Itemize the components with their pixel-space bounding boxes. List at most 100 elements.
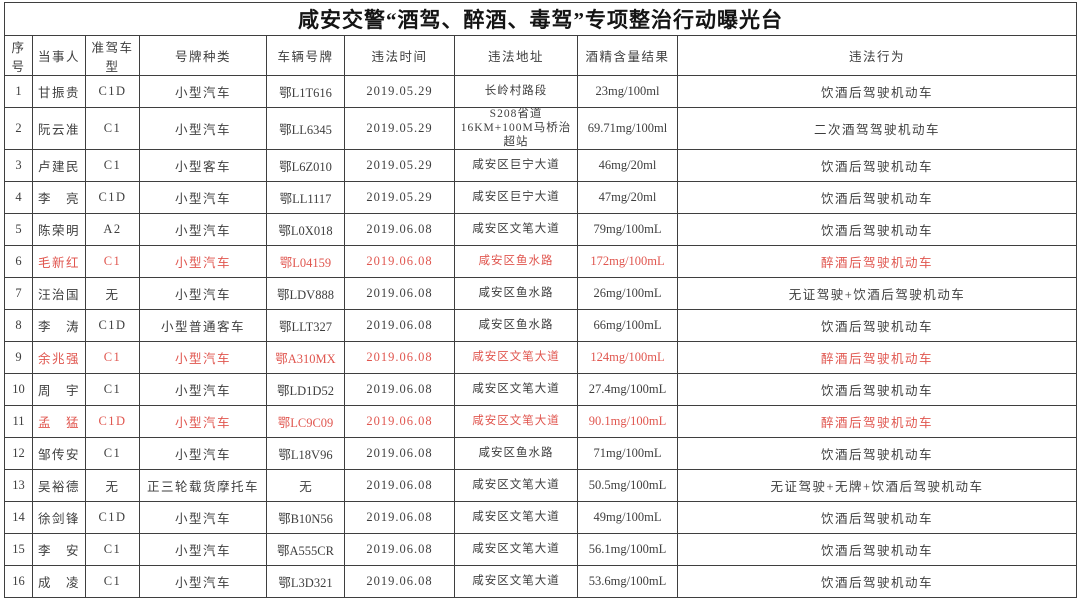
cell-license_class: C1 — [85, 341, 140, 375]
column-header-behavior: 违法行为 — [676, 35, 1078, 76]
cell-behavior: 无证驾驶+饮酒后驾驶机动车 — [676, 277, 1078, 311]
cell-address: 咸安区文笔大道 — [454, 341, 578, 375]
cell-address: 咸安区鱼水路 — [454, 309, 578, 343]
cell-license_class: A2 — [85, 213, 140, 247]
cell-date: 2019.06.08 — [344, 533, 455, 567]
cell-plate: 鄂A310MX — [266, 341, 345, 375]
cell-alcohol: 23mg/100ml — [577, 75, 678, 108]
cell-address: 咸安区文笔大道 — [454, 501, 578, 535]
cell-address: 咸安区文笔大道 — [454, 533, 578, 567]
cell-no: 2 — [4, 106, 33, 151]
cell-no: 10 — [4, 373, 33, 407]
cell-plate_type: 小型汽车 — [139, 245, 267, 279]
cell-alcohol: 66mg/100mL — [577, 309, 678, 343]
cell-no: 7 — [4, 277, 33, 311]
cell-date: 2019.06.08 — [344, 469, 455, 503]
column-header-date: 违法时间 — [344, 35, 455, 76]
cell-plate_type: 小型普通客车 — [139, 309, 267, 343]
cell-name: 甘振贵 — [32, 75, 86, 108]
cell-license_class: C1D — [85, 309, 140, 343]
cell-date: 2019.06.08 — [344, 277, 455, 311]
table-row: 7 汪治国无小型汽车 鄂LDV888 2019.06.08 咸安区鱼水路 26mg/100… — [4, 277, 1078, 311]
cell-address: 咸安区鱼水路 — [454, 437, 578, 471]
cell-address: 咸安区鱼水路 — [454, 277, 578, 311]
column-header-no: 序号 — [4, 35, 33, 76]
cell-address: 咸安区巨宁大道 — [454, 149, 578, 183]
cell-behavior: 饮酒后驾驶机动车 — [676, 437, 1078, 471]
cell-behavior: 饮酒后驾驶机动车 — [676, 565, 1078, 599]
cell-license_class: C1 — [85, 565, 140, 599]
cell-alcohol: 46mg/20ml — [577, 149, 678, 183]
cell-behavior: 饮酒后驾驶机动车 — [676, 309, 1078, 343]
cell-name: 孟 猛 — [32, 405, 86, 439]
column-header-address: 违法地址 — [454, 35, 578, 76]
cell-plate: 鄂LC9C09 — [266, 405, 345, 439]
table-row: 15 李 安 C1 小型汽车 鄂A555CR 2019.06.08 咸安区文笔大道 56.1m… — [4, 533, 1078, 567]
cell-license_class: C1D — [85, 501, 140, 535]
cell-plate: 鄂L3D321 — [266, 565, 345, 599]
cell-plate: 鄂L6Z010 — [266, 149, 345, 183]
table-row: 1 甘振贵 C1D 小型汽车 鄂L1T616 2019.05.29 长岭村路段 23mg/10… — [4, 75, 1078, 108]
cell-alcohol: 26mg/100mL — [577, 277, 678, 311]
cell-alcohol: 50.5mg/100mL — [577, 469, 678, 503]
cell-date: 2019.05.29 — [344, 149, 455, 183]
cell-date: 2019.06.08 — [344, 309, 455, 343]
cell-behavior: 饮酒后驾驶机动车 — [676, 213, 1078, 247]
cell-date: 2019.05.29 — [344, 75, 455, 108]
cell-no: 11 — [4, 405, 33, 439]
cell-name: 毛新红 — [32, 245, 86, 279]
cell-plate: 鄂L0X018 — [266, 213, 345, 247]
cell-alcohol: 71mg/100mL — [577, 437, 678, 471]
table-row: 16 成 凌 C1 小型汽车 鄂L3D321 2019.06.08 咸安区文笔大道 53.6m… — [4, 565, 1078, 599]
cell-address: 咸安区鱼水路 — [454, 245, 578, 279]
cell-license_class: 无 — [85, 469, 140, 503]
cell-plate: 无 — [266, 469, 345, 503]
cell-alcohol: 79mg/100mL — [577, 213, 678, 247]
cell-behavior: 饮酒后驾驶机动车 — [676, 501, 1078, 535]
table-row: 6 毛新红 C1 小型汽车 鄂L04159 2019.06.08 咸安区鱼水路 172mg/1… — [4, 245, 1078, 279]
cell-alcohol: 27.4mg/100mL — [577, 373, 678, 407]
cell-plate: 鄂LLT327 — [266, 309, 345, 343]
cell-behavior: 饮酒后驾驶机动车 — [676, 373, 1078, 407]
cell-plate_type: 小型汽车 — [139, 341, 267, 375]
table-row: 11 孟 猛 C1D 小型汽车 鄂LC9C09 2019.06.08 咸安区文笔大道 90.1… — [4, 405, 1078, 439]
column-header-alcohol: 酒精含量结果 — [577, 35, 678, 76]
cell-plate: 鄂A555CR — [266, 533, 345, 567]
cell-no: 15 — [4, 533, 33, 567]
cell-date: 2019.05.29 — [344, 181, 455, 215]
exposure-sheet: 咸安交警“酒驾、醉酒、毒驾”专项整治行动曝光台 序号 当事人 准驾车型 号牌种类 车辆号… — [3, 2, 1078, 599]
cell-no: 8 — [4, 309, 33, 343]
cell-alcohol: 56.1mg/100mL — [577, 533, 678, 567]
cell-license_class: C1D — [85, 75, 140, 108]
cell-plate: 鄂L04159 — [266, 245, 345, 279]
cell-alcohol: 124mg/100mL — [577, 341, 678, 375]
cell-license_class: C1 — [85, 373, 140, 407]
table-row: 5 陈荣明 A2 小型汽车 鄂L0X018 2019.06.08 咸安区文笔大道 79mg/1… — [4, 213, 1078, 247]
cell-alcohol: 69.71mg/100ml — [577, 106, 678, 151]
cell-date: 2019.06.08 — [344, 341, 455, 375]
cell-plate_type: 小型汽车 — [139, 277, 267, 311]
cell-no: 9 — [4, 341, 33, 375]
cell-license_class: C1D — [85, 181, 140, 215]
cell-license_class: 无 — [85, 277, 140, 311]
cell-plate_type: 小型汽车 — [139, 533, 267, 567]
table-row: 2 阮云准 C1 小型汽车 鄂LL6345 2019.05.29 S208省道16KM+10… — [4, 106, 1078, 151]
cell-alcohol: 90.1mg/100mL — [577, 405, 678, 439]
cell-no: 5 — [4, 213, 33, 247]
cell-plate: 鄂LD1D52 — [266, 373, 345, 407]
cell-name: 李 安 — [32, 533, 86, 567]
table-row: 12 邹传安 C1 小型汽车 鄂L18V96 2019.06.08 咸安区鱼水路 71mg/1… — [4, 437, 1078, 471]
cell-name: 阮云准 — [32, 106, 86, 151]
table-row: 10 周 宇 C1 小型汽车 鄂LD1D52 2019.06.08 咸安区文笔大道 27.4m… — [4, 373, 1078, 407]
cell-plate_type: 小型汽车 — [139, 181, 267, 215]
header-row: 序号 当事人 准驾车型 号牌种类 车辆号牌 违法时间 违法地址 酒精含量结果 违法行为 — [4, 35, 1078, 76]
cell-address: 咸安区文笔大道 — [454, 405, 578, 439]
cell-address: 咸安区文笔大道 — [454, 565, 578, 599]
cell-plate_type: 正三轮载货摩托车 — [139, 469, 267, 503]
table-row: 9 余兆强 C1 小型汽车 鄂A310MX 2019.06.08 咸安区文笔大道 124mg/… — [4, 341, 1078, 375]
cell-alcohol: 47mg/20ml — [577, 181, 678, 215]
cell-plate: 鄂L1T616 — [266, 75, 345, 108]
cell-plate_type: 小型客车 — [139, 149, 267, 183]
